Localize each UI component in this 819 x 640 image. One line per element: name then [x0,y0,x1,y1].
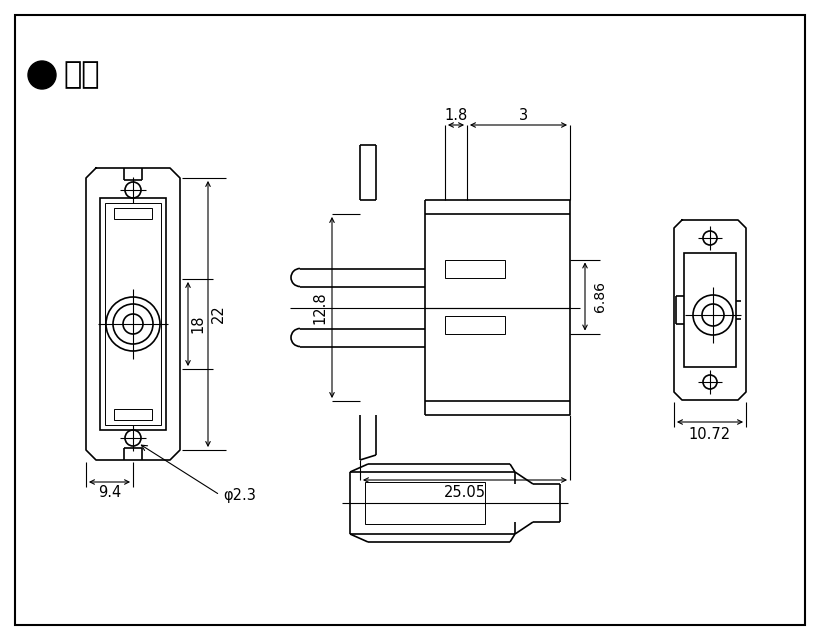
Bar [683,253,735,367]
Bar [445,259,505,278]
Text: φ2.3: φ2.3 [223,488,256,502]
Text: 12.8: 12.8 [312,291,327,324]
Bar [445,316,505,333]
Circle shape [28,61,56,89]
Text: 寸法: 寸法 [63,61,99,90]
Bar [100,198,165,430]
Text: 6.86: 6.86 [592,281,606,312]
Text: 9.4: 9.4 [97,484,121,499]
Text: 10.72: 10.72 [688,426,731,442]
Bar [105,203,161,425]
Bar [114,409,152,420]
Bar [364,482,484,524]
Text: 22: 22 [210,305,225,323]
Bar [114,208,152,219]
Text: 18: 18 [190,315,206,333]
Text: 25.05: 25.05 [443,484,486,499]
Text: 1.8: 1.8 [444,108,467,122]
Text: 3: 3 [518,108,527,122]
